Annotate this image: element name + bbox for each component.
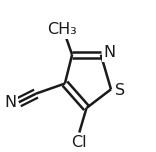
Text: CH₃: CH₃ [47,22,77,37]
Text: N: N [103,45,115,60]
Text: Cl: Cl [71,135,87,150]
Text: N: N [5,95,17,110]
Text: S: S [115,83,125,98]
